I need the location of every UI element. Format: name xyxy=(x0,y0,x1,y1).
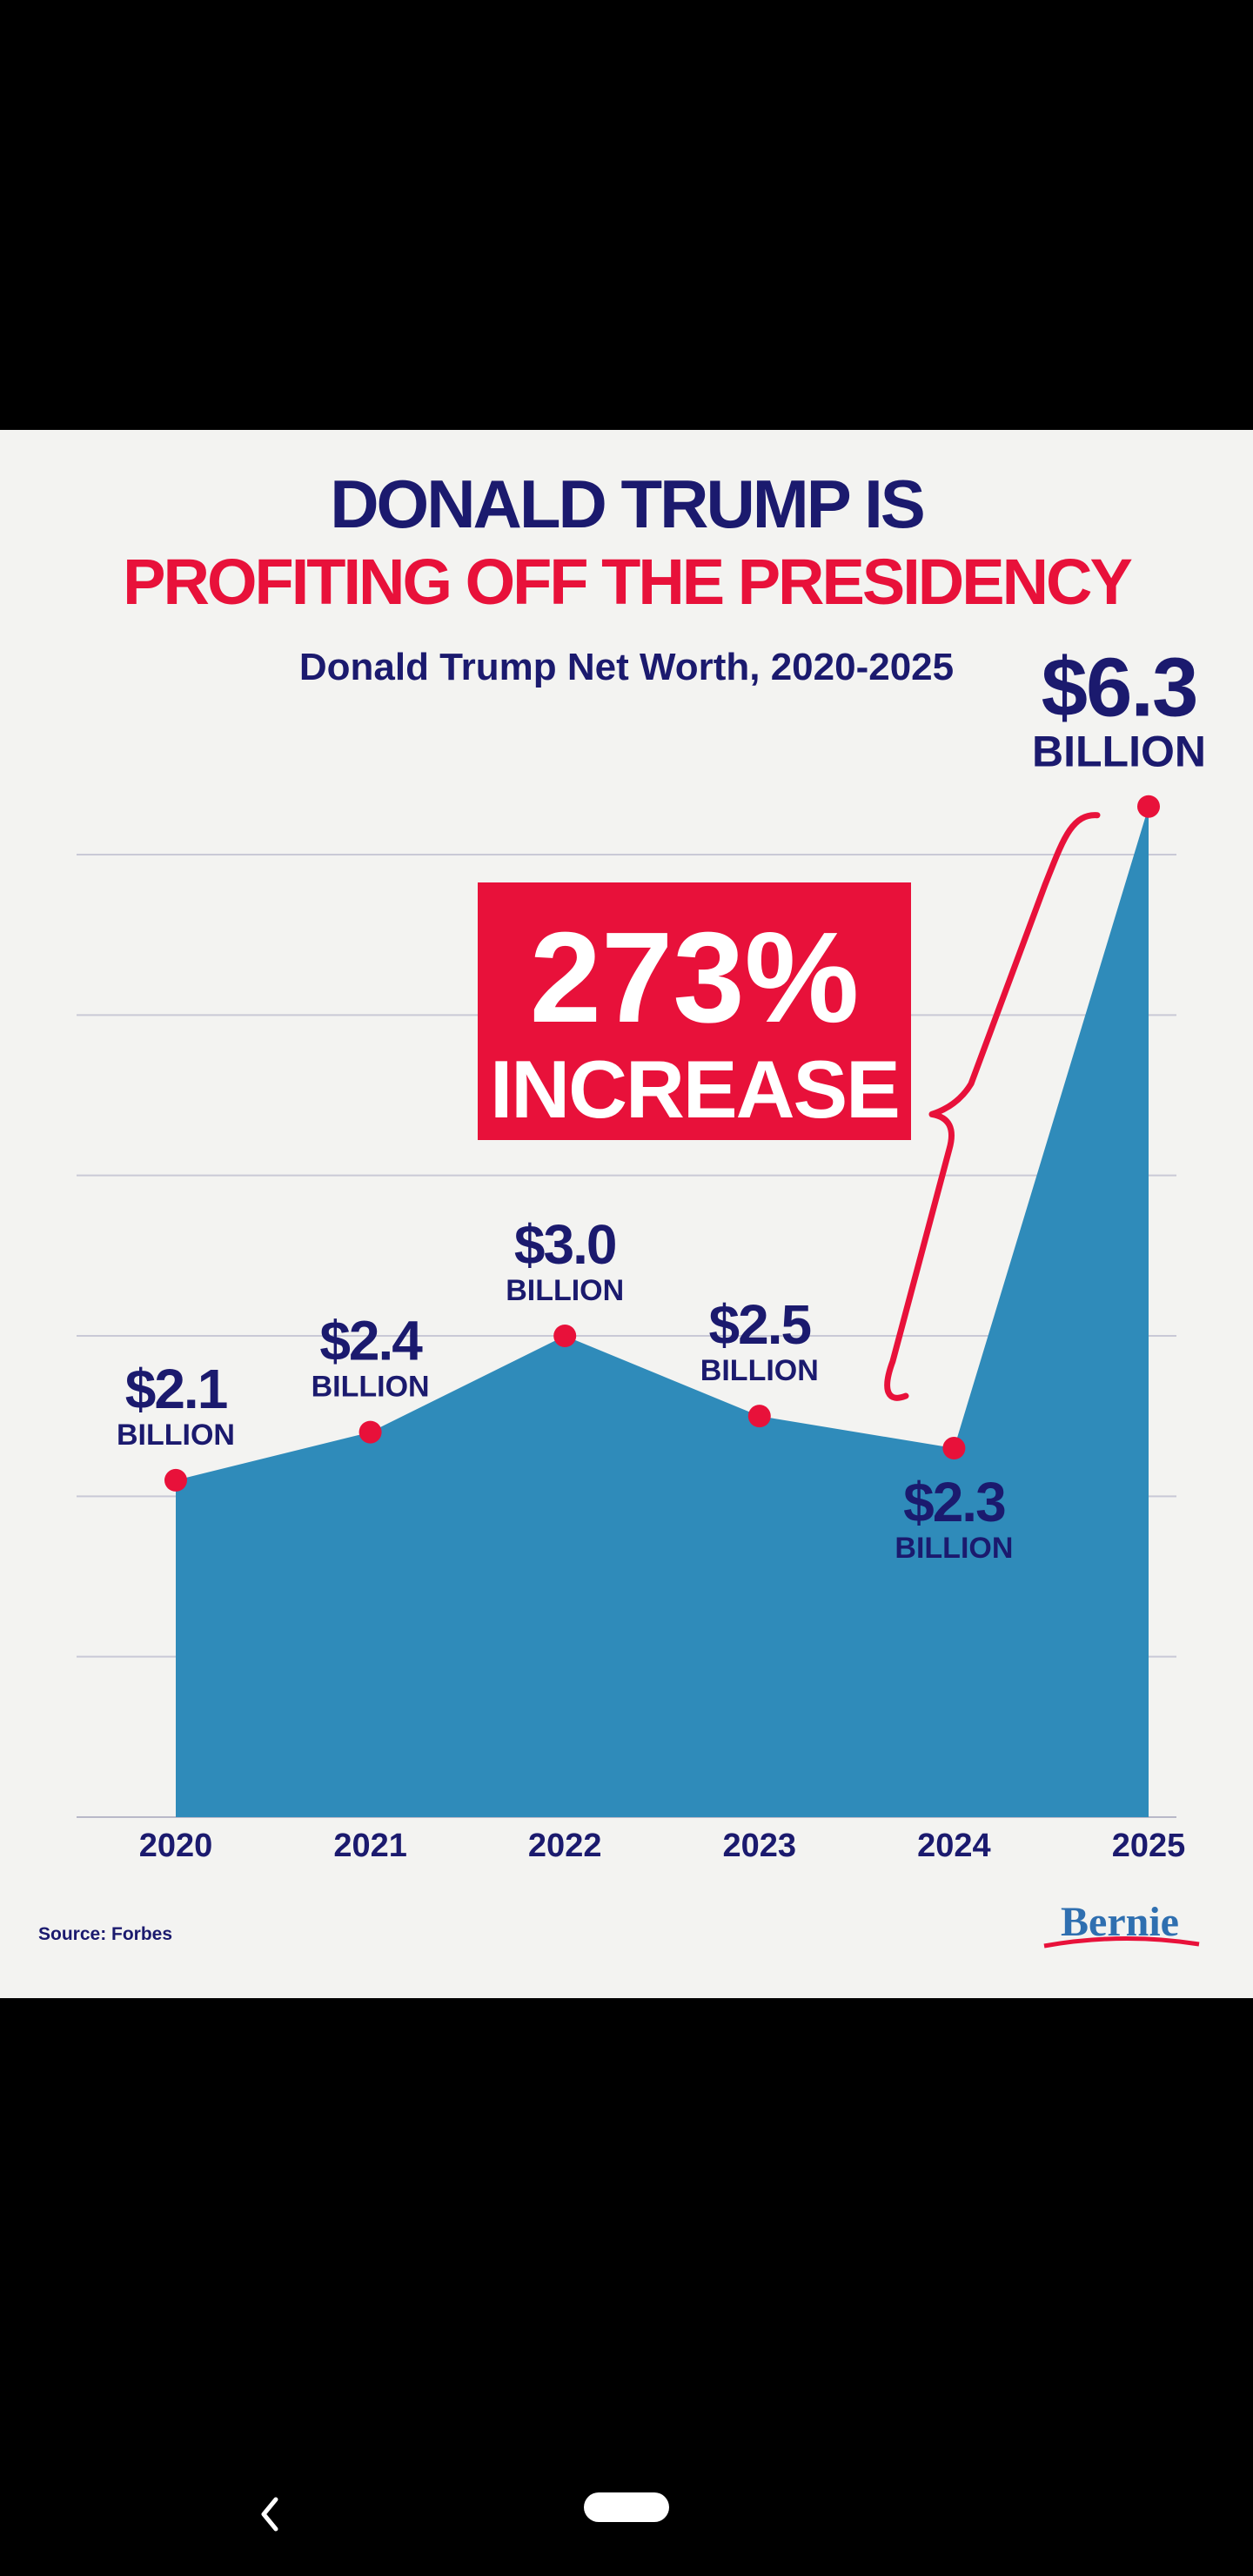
unit-label-2023: BILLION xyxy=(700,1354,819,1387)
x-tick-2020: 2020 xyxy=(139,1828,213,1864)
unit-label-2020: BILLION xyxy=(117,1419,235,1452)
callout-word: INCREASE xyxy=(490,1043,899,1135)
increase-callout: 273% INCREASE xyxy=(478,882,911,1140)
chart-title: Donald Trump Net Worth, 2020-2025 xyxy=(299,646,954,688)
unit-label-2022: BILLION xyxy=(506,1274,624,1307)
source-note: Source: Forbes xyxy=(38,1924,172,1944)
data-point-2021 xyxy=(358,1420,382,1444)
value-label-2023: $2.5 xyxy=(709,1293,811,1356)
value-label-2022: $3.0 xyxy=(514,1213,616,1276)
value-label-2020: $2.1 xyxy=(125,1358,227,1420)
headline-line2: PROFITING OFF THE PRESIDENCY xyxy=(123,546,1132,618)
data-point-2023 xyxy=(747,1405,771,1428)
unit-label-2024: BILLION xyxy=(895,1532,1013,1565)
x-tick-2025: 2025 xyxy=(1112,1828,1186,1864)
chart: $2.1BILLION$2.4BILLION$3.0BILLION$2.5BIL… xyxy=(38,466,1206,1949)
x-tick-2024: 2024 xyxy=(917,1828,991,1864)
increase-brace xyxy=(884,812,1101,1401)
data-point-2024 xyxy=(942,1437,966,1460)
unit-label-2021: BILLION xyxy=(312,1371,430,1404)
value-label-2021: $2.4 xyxy=(319,1310,423,1372)
callout-box xyxy=(478,882,911,1140)
data-point-2025 xyxy=(1137,795,1160,818)
back-icon[interactable] xyxy=(252,2492,287,2536)
bernie-logo: Bernie xyxy=(1043,1899,1200,1949)
x-tick-2022: 2022 xyxy=(528,1828,602,1864)
x-tick-2021: 2021 xyxy=(333,1828,407,1864)
unit-label-2025: BILLION xyxy=(1032,728,1206,776)
system-nav-bar xyxy=(0,2454,1253,2576)
x-tick-2023: 2023 xyxy=(723,1828,797,1864)
net-worth-area xyxy=(176,806,1149,1818)
value-label-2025: $6.3 xyxy=(1042,641,1197,735)
data-point-2022 xyxy=(553,1325,577,1347)
data-point-2020 xyxy=(164,1468,187,1492)
bernie-logo-swoosh xyxy=(1043,1936,1200,1949)
headline-line1: DONALD TRUMP IS xyxy=(330,466,923,542)
value-label-2024: $2.3 xyxy=(903,1471,1005,1533)
callout-percent: 273% xyxy=(530,906,860,1050)
home-pill-icon[interactable] xyxy=(584,2492,669,2522)
infographic-image: $2.1 BILLION $2.4 BILLION $3.0 BILLION $2.5 BIL… xyxy=(0,430,1253,1998)
